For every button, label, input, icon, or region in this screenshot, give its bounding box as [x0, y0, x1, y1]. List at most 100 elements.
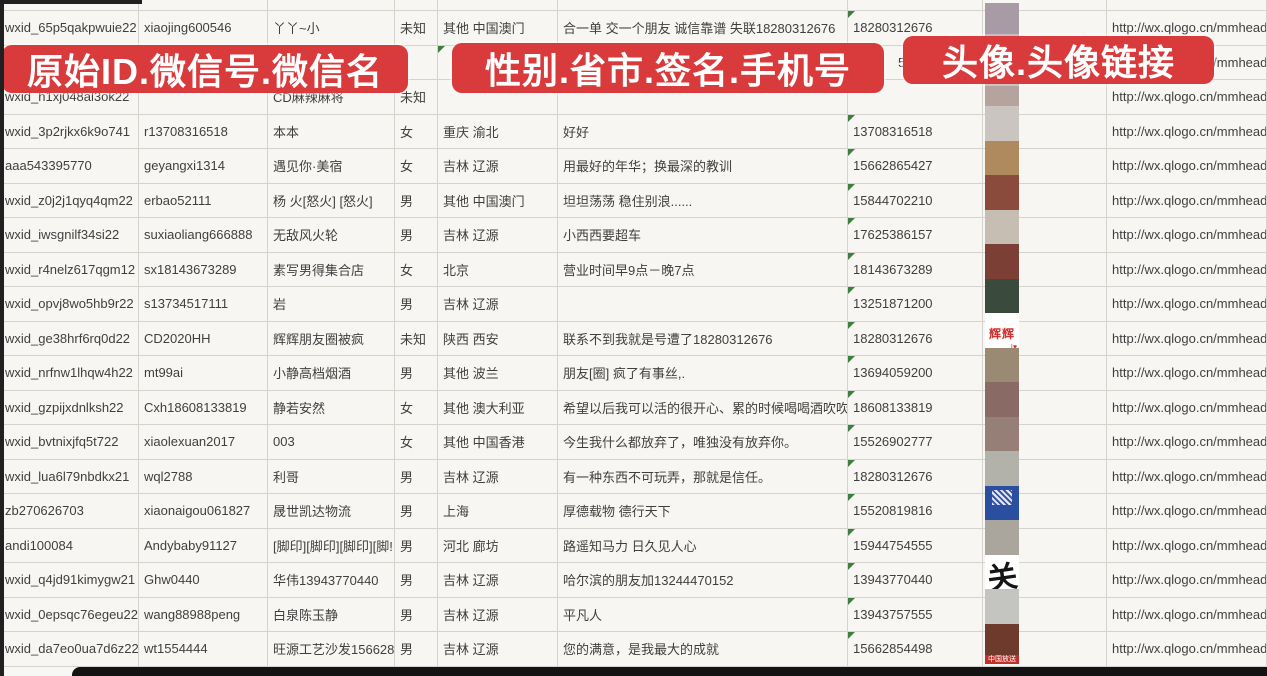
cell-wechat-id[interactable]: CD2020HH [139, 321, 268, 356]
cell-wechat-id[interactable]: xiaojing600546 [139, 11, 268, 46]
cell-wechat-id[interactable]: Cxh18608133819 [139, 390, 268, 425]
cell-signature[interactable]: 合一单 交一个朋友 诚信靠谱 失联18280312676 [558, 11, 848, 46]
cell-wechat-id[interactable]: r13708316518 [139, 114, 268, 149]
cell-nickname[interactable]: 岩 [268, 287, 395, 322]
cell-gender[interactable]: 男 [395, 183, 438, 218]
cell-phone[interactable]: 13694059200 [848, 356, 983, 391]
cell-avatar-link[interactable]: http://wx.qlogo.cn/mmhead [1107, 149, 1267, 184]
cell-region[interactable]: 陕西 西安 [438, 321, 558, 356]
cell-avatar[interactable] [983, 209, 1107, 253]
cell-wxid[interactable]: wxid_65p5qakpwuie22 [0, 11, 139, 46]
cell-wechat-id[interactable]: xiaolexuan2017 [139, 425, 268, 460]
cell-nickname[interactable]: 华伟13943770440 [268, 563, 395, 598]
cell-nickname[interactable]: [脚印][脚印][脚印][脚! [268, 528, 395, 563]
cell-nickname[interactable]: 晟世凯达物流 [268, 494, 395, 529]
cell-region[interactable]: 吉林 辽源 [438, 597, 558, 632]
cell-region[interactable]: 吉林 辽源 [438, 563, 558, 598]
cell-avatar-link[interactable]: http://wx.qlogo.cn/mmhead [1107, 494, 1267, 529]
cell-wxid[interactable]: wxid_z0j2j1qyq4qm22 [0, 183, 139, 218]
cell-gender[interactable] [395, 45, 438, 80]
cell-signature[interactable]: 今生我什么都放弃了，唯独没有放弃你。 [558, 425, 848, 460]
cell-wechat-id[interactable] [139, 80, 268, 115]
cell-region[interactable]: 吉林 辽源 [438, 149, 558, 184]
cell-nickname[interactable]: 丫丫~小 [268, 11, 395, 46]
cell-avatar[interactable] [983, 485, 1107, 529]
cell-signature[interactable]: 您的满意，是我最大的成就 [558, 632, 848, 667]
cell-avatar-link[interactable]: http://wx.qlogo.cn/mmhead [1107, 528, 1267, 563]
cell-wxid[interactable]: wxid_r4nelz617qgm12 [0, 252, 139, 287]
cell-region[interactable]: 其他 中国澳门 [438, 183, 558, 218]
cell-nickname[interactable]: 杨 火[怒火] [怒火] [268, 183, 395, 218]
cell-wxid[interactable]: wxid_lua6l79nbdkx21 [0, 459, 139, 494]
cell-avatar-link[interactable]: http://wx.qlogo.cn/mmhead [1107, 425, 1267, 460]
cell-avatar[interactable] [983, 175, 1107, 218]
cell-avatar-link[interactable]: http://wx.qlogo.cn/mmhead, [1107, 632, 1267, 667]
cell-phone[interactable]: 15844702210 [848, 183, 983, 218]
cell-avatar-link[interactable]: http://wx.qlogo.cn/mmhead [1107, 321, 1267, 356]
cell-avatar[interactable] [983, 106, 1107, 149]
cell-phone[interactable]: 15520819816 [848, 494, 983, 529]
cell-wxid[interactable]: wxid_gzpijxdnlksh22 [0, 390, 139, 425]
cell-gender[interactable]: 女 [395, 425, 438, 460]
cell-avatar[interactable] [983, 520, 1107, 563]
cell-signature[interactable]: 厚德载物 德行天下 [558, 494, 848, 529]
cell-region[interactable]: 吉林 辽源 [438, 218, 558, 253]
cell-gender[interactable]: 男 [395, 459, 438, 494]
cell-signature[interactable]: 小西西要超车 [558, 218, 848, 253]
cell-gender[interactable]: 女 [395, 114, 438, 149]
cell-phone[interactable]: 18280312676 [848, 459, 983, 494]
cell-nickname[interactable]: 遇见你·美宿 [268, 149, 395, 184]
cell-region[interactable]: 吉林 辽源 [438, 287, 558, 322]
cell-avatar[interactable]: 中国放送 [983, 623, 1107, 667]
cell-avatar-link[interactable]: http://wx.qlogo.cn/mmhead [1107, 287, 1267, 322]
cell-wxid[interactable]: wxid_q4jd91kimygw21 [0, 563, 139, 598]
cell-signature[interactable] [558, 287, 848, 322]
cell-wxid[interactable]: wxid_nrfnw1lhqw4h22 [0, 356, 139, 391]
cell-wechat-id[interactable]: suxiaoliang666888 [139, 218, 268, 253]
cell-wxid[interactable]: wxid_iwsgnilf34si22 [0, 218, 139, 253]
cell-phone[interactable]: 15662854498 [848, 632, 983, 667]
cell-nickname[interactable]: 素写男得集合店 [268, 252, 395, 287]
cell-gender[interactable]: 女 [395, 252, 438, 287]
cell-wxid[interactable]: wxid_ge38hrf6rq0d22 [0, 321, 139, 356]
cell-wechat-id[interactable]: mt99ai [139, 356, 268, 391]
cell-region[interactable]: 重庆 渝北 [438, 114, 558, 149]
cell-nickname[interactable]: CD麻辣麻将 [268, 80, 395, 115]
cell-nickname[interactable]: 小静高档烟酒 [268, 356, 395, 391]
cell-signature[interactable]: 联系不到我就是号遭了18280312676 [558, 321, 848, 356]
cell-phone[interactable]: 17625386157 [848, 218, 983, 253]
cell-avatar[interactable]: 关 [983, 554, 1107, 598]
cell-avatar-link[interactable]: http://wx.qlogo.cn/mmhead [1107, 218, 1267, 253]
cell-wxid[interactable]: wxid_da7eo0ua7d6z22 [0, 632, 139, 667]
cell-nickname[interactable]: 本本 [268, 114, 395, 149]
cell-signature[interactable]: 坦坦荡荡 稳住别浪...... [558, 183, 848, 218]
cell-avatar[interactable] [983, 140, 1107, 184]
cell-avatar-link[interactable]: http://wx.qlogo.cn/mmhead [1107, 459, 1267, 494]
cell-avatar-link[interactable]: http://wx.qlogo.cn/mmhead [1107, 252, 1267, 287]
cell-signature[interactable] [558, 80, 848, 115]
cell-gender[interactable]: 男 [395, 494, 438, 529]
cell-wechat-id[interactable]: xiaonaigou061827 [139, 494, 268, 529]
cell-gender[interactable]: 男 [395, 632, 438, 667]
cell-gender[interactable]: 男 [395, 356, 438, 391]
cell-avatar[interactable] [983, 382, 1107, 425]
cell-signature[interactable]: 有一种东西不可玩弄，那就是信任。 [558, 459, 848, 494]
cell-wechat-id[interactable]: wql2788 [139, 459, 268, 494]
cell-nickname[interactable]: 003 [268, 425, 395, 460]
cell-avatar[interactable] [983, 278, 1107, 322]
cell-region[interactable]: 北京 [438, 252, 558, 287]
cell-wechat-id[interactable]: Ghw0440 [139, 563, 268, 598]
cell-region[interactable]: 其他 中国澳门 [438, 11, 558, 46]
cell-wechat-id[interactable]: erbao52111 [139, 183, 268, 218]
cell-signature[interactable]: 好好 [558, 114, 848, 149]
cell-avatar-link[interactable]: http://wx.qlogo.cn/mmhead [1107, 390, 1267, 425]
cell-region[interactable]: 其他 波兰 [438, 356, 558, 391]
cell-gender[interactable]: 女 [395, 390, 438, 425]
cell-phone[interactable]: 18608133819 [848, 390, 983, 425]
cell-gender[interactable]: 男 [395, 287, 438, 322]
cell-wechat-id[interactable]: wt1554444 [139, 632, 268, 667]
cell-gender[interactable]: 男 [395, 218, 438, 253]
cell-region[interactable]: 上海 [438, 494, 558, 529]
cell-signature[interactable]: 朋友[圈] 疯了有事丝,. [558, 356, 848, 391]
cell-gender[interactable]: 女 [395, 149, 438, 184]
